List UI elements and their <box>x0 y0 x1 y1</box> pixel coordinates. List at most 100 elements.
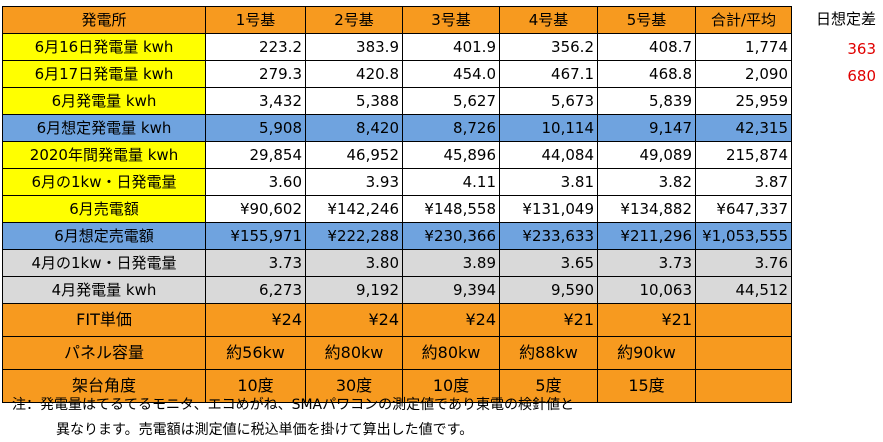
table-cell: 5,908 <box>205 114 306 142</box>
row-label: FIT単価 <box>2 303 206 337</box>
table-cell: 215,874 <box>695 141 792 169</box>
table-cell: 10度 <box>402 369 500 403</box>
table-cell: ¥131,049 <box>499 195 598 223</box>
table-cell: ¥24 <box>205 303 306 337</box>
table-row: 6月想定売電額 ¥155,971 ¥222,288 ¥230,366 ¥233,633 ¥… <box>2 222 792 250</box>
table-cell: 3.89 <box>402 249 500 277</box>
table-cell: 8,420 <box>305 114 403 142</box>
table-cell: 10,063 <box>597 276 696 304</box>
column-header: 合計/平均 <box>695 6 792 34</box>
table-cell: 383.9 <box>305 33 403 61</box>
table-cell: 9,590 <box>499 276 598 304</box>
daily-estimate-diff-value: 680 <box>847 67 876 85</box>
table-row: 6月想定発電量 kwh 5,908 8,420 8,726 10,114 9,147 42,… <box>2 114 792 142</box>
table-cell: 454.0 <box>402 60 500 88</box>
table-cell: 356.2 <box>499 33 598 61</box>
table-cell: 279.3 <box>205 60 306 88</box>
table-cell: ¥211,296 <box>597 222 696 250</box>
footnote-line: 異なります。売電額は測定値に税込単価を掛けて算出した値です。 <box>56 422 474 438</box>
table-cell: 42,315 <box>695 114 792 142</box>
table-row: 6月売電額 ¥90,602 ¥142,246 ¥148,558 ¥131,049 ¥134… <box>2 195 792 223</box>
table-cell: 44,512 <box>695 276 792 304</box>
table-cell: 約88kw <box>499 336 598 370</box>
table-cell: 468.8 <box>597 60 696 88</box>
table-cell: 9,192 <box>305 276 403 304</box>
table-cell: 9,394 <box>402 276 500 304</box>
table-cell <box>695 369 792 403</box>
table-row: 6月の1kw・日発電量 3.60 3.93 4.11 3.81 3.82 3.87 <box>2 168 792 196</box>
table-cell: 1,774 <box>695 33 792 61</box>
table-cell: 223.2 <box>205 33 306 61</box>
table-cell: ¥222,288 <box>305 222 403 250</box>
table-row: 架台角度 10度 30度 10度 5度 15度 <box>2 369 792 403</box>
table-cell: ¥233,633 <box>499 222 598 250</box>
table-row: 6月16日発電量 kwh 223.2 383.9 401.9 356.2 408.7 1,7… <box>2 33 792 61</box>
table-cell: ¥1,053,555 <box>695 222 792 250</box>
table-cell: 467.1 <box>499 60 598 88</box>
column-header: 5号基 <box>597 6 696 34</box>
table-cell: 3.87 <box>695 168 792 196</box>
table-cell: ¥148,558 <box>402 195 500 223</box>
row-label: 6月16日発電量 kwh <box>2 33 206 61</box>
row-label: 6月発電量 kwh <box>2 87 206 115</box>
table-cell: 46,952 <box>305 141 403 169</box>
row-label: 6月の1kw・日発電量 <box>2 168 206 196</box>
table-cell: ¥155,971 <box>205 222 306 250</box>
table-row: 6月17日発電量 kwh 279.3 420.8 454.0 467.1 468.8 2,0… <box>2 60 792 88</box>
table-cell: 5,673 <box>499 87 598 115</box>
column-header: 1号基 <box>205 6 306 34</box>
table-cell: 49,089 <box>597 141 696 169</box>
table-cell <box>695 336 792 370</box>
table-cell: 10,114 <box>499 114 598 142</box>
footnote-line: 注：発電量はてるてるモニタ、エコめがね、SMAパワコンの測定値であり東電の検針値… <box>12 397 574 413</box>
table-cell: 45,896 <box>402 141 500 169</box>
table-cell: 5,627 <box>402 87 500 115</box>
table-cell: ¥21 <box>499 303 598 337</box>
table-cell: ¥134,882 <box>597 195 696 223</box>
table-cell: 401.9 <box>402 33 500 61</box>
table-cell: ¥230,366 <box>402 222 500 250</box>
table-cell: ¥24 <box>305 303 403 337</box>
table-cell: 44,084 <box>499 141 598 169</box>
table-cell: ¥21 <box>597 303 696 337</box>
table-cell: 3.73 <box>205 249 306 277</box>
daily-estimate-diff-header: 日想定差 <box>815 10 876 28</box>
table-cell: 5,839 <box>597 87 696 115</box>
column-header: 4号基 <box>499 6 598 34</box>
header-row: 発電所 1号基 2号基 3号基 4号基 5号基 合計/平均 <box>2 6 792 34</box>
table-cell: 408.7 <box>597 33 696 61</box>
table-cell: 3.73 <box>597 249 696 277</box>
table-cell: 約80kw <box>305 336 403 370</box>
row-label: 4月発電量 kwh <box>2 276 206 304</box>
table-cell: 4.11 <box>402 168 500 196</box>
daily-estimate-diff-value: 363 <box>847 40 876 58</box>
table-row: 4月の1kw・日発電量 3.73 3.80 3.89 3.65 3.73 3.76 <box>2 249 792 277</box>
table-cell: 5,388 <box>305 87 403 115</box>
row-label: 6月想定発電量 kwh <box>2 114 206 142</box>
column-header: 2号基 <box>305 6 403 34</box>
row-label: 架台角度 <box>2 369 206 403</box>
row-label: 2020年間発電量 kwh <box>2 141 206 169</box>
table-row: 4月発電量 kwh 6,273 9,192 9,394 9,590 10,063 44,51… <box>2 276 792 304</box>
table-cell: 3.76 <box>695 249 792 277</box>
table-cell: ¥647,337 <box>695 195 792 223</box>
power-generation-table: 発電所 1号基 2号基 3号基 4号基 5号基 合計/平均 6月16日発電量 k… <box>2 6 792 403</box>
table-cell: 3.60 <box>205 168 306 196</box>
row-label: 6月想定売電額 <box>2 222 206 250</box>
table-cell: 約56kw <box>205 336 306 370</box>
table-cell: ¥142,246 <box>305 195 403 223</box>
table-cell <box>695 303 792 337</box>
table-row: 6月発電量 kwh 3,432 5,388 5,627 5,673 5,839 25,959 <box>2 87 792 115</box>
table-cell: 3.80 <box>305 249 403 277</box>
table-row: パネル容量 約56kw 約80kw 約80kw 約88kw 約90kw <box>2 336 792 370</box>
table-cell: 約90kw <box>597 336 696 370</box>
table-row: 2020年間発電量 kwh 29,854 46,952 45,896 44,084 49,… <box>2 141 792 169</box>
column-header: 発電所 <box>2 6 206 34</box>
row-label: 4月の1kw・日発電量 <box>2 249 206 277</box>
table-cell: 9,147 <box>597 114 696 142</box>
table-cell: 420.8 <box>305 60 403 88</box>
table-cell: 6,273 <box>205 276 306 304</box>
table-cell: 15度 <box>597 369 696 403</box>
table-cell: 3.82 <box>597 168 696 196</box>
row-label: パネル容量 <box>2 336 206 370</box>
